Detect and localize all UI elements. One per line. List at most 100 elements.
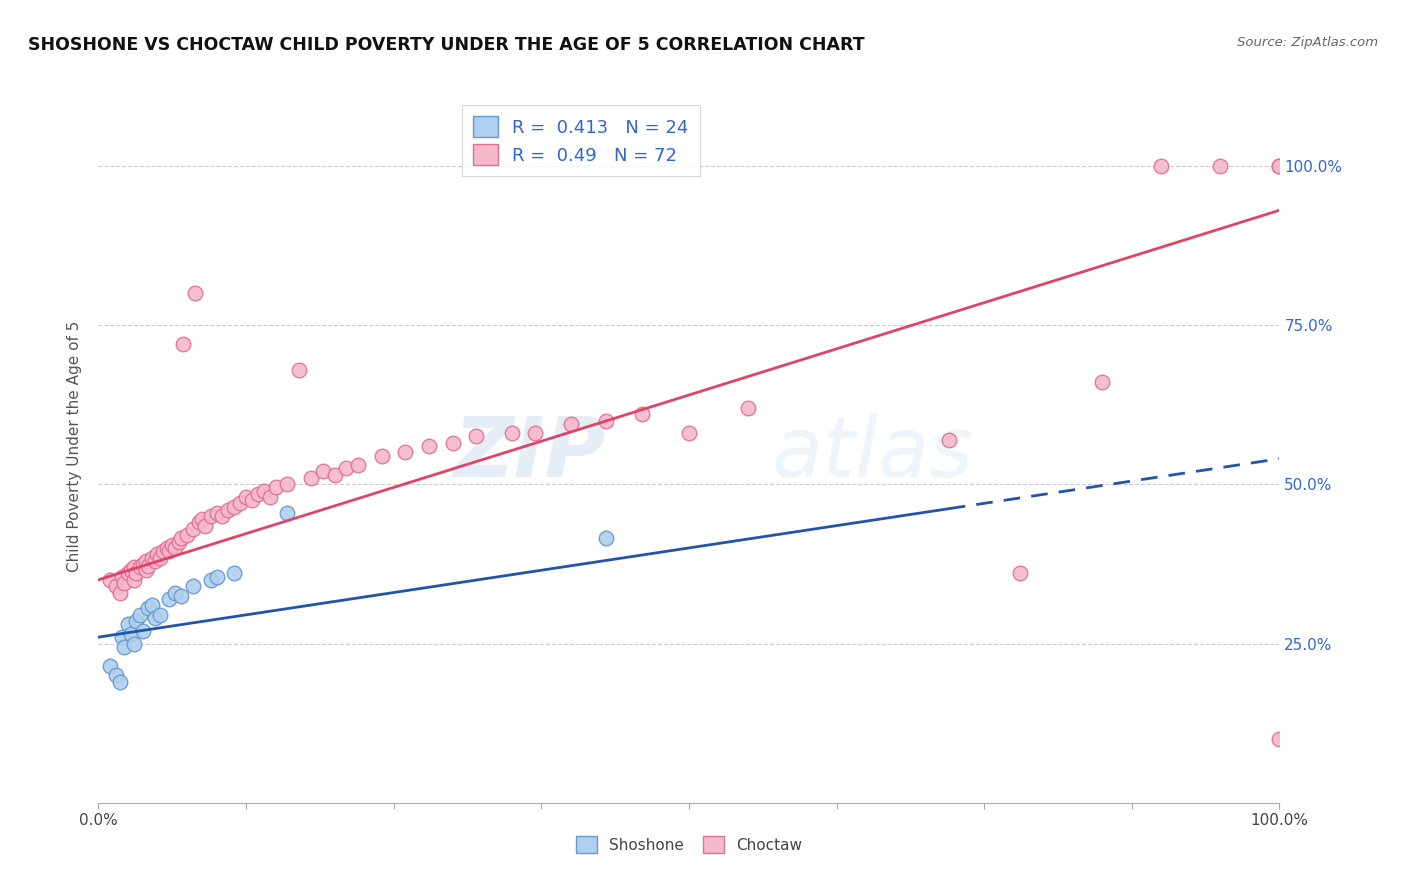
- Point: [394, 445, 416, 459]
- Text: atlas: atlas: [772, 413, 973, 493]
- Point: [146, 547, 169, 561]
- Point: [157, 591, 180, 606]
- Point: [141, 599, 163, 613]
- Point: [264, 480, 287, 494]
- Point: [224, 500, 246, 514]
- Point: [465, 429, 488, 443]
- Point: [152, 544, 174, 558]
- Point: [194, 518, 217, 533]
- Point: [347, 458, 370, 472]
- Point: [98, 573, 121, 587]
- Point: [335, 461, 357, 475]
- Point: [121, 627, 143, 641]
- Point: [111, 569, 134, 583]
- Point: [165, 585, 187, 599]
- Point: [121, 563, 143, 577]
- Point: [501, 426, 523, 441]
- Point: [125, 566, 148, 581]
- Point: [276, 477, 298, 491]
- Point: [149, 550, 172, 565]
- Point: [371, 449, 394, 463]
- Point: [187, 516, 209, 530]
- Point: [217, 502, 239, 516]
- Point: [122, 636, 145, 650]
- Point: [108, 585, 131, 599]
- Point: [136, 558, 159, 573]
- Point: [191, 512, 214, 526]
- Point: [560, 417, 582, 431]
- Point: [143, 611, 166, 625]
- Point: [1268, 732, 1291, 747]
- Point: [125, 614, 148, 628]
- Text: Source: ZipAtlas.com: Source: ZipAtlas.com: [1237, 36, 1378, 49]
- Point: [98, 658, 121, 673]
- Point: [246, 487, 269, 501]
- Point: [132, 624, 155, 638]
- Point: [224, 566, 246, 581]
- Legend: Shoshone, Choctaw: Shoshone, Choctaw: [569, 830, 808, 859]
- Point: [165, 541, 187, 555]
- Point: [128, 560, 150, 574]
- Point: [253, 483, 276, 498]
- Point: [229, 496, 252, 510]
- Point: [135, 563, 157, 577]
- Point: [1268, 159, 1291, 173]
- Point: [122, 573, 145, 587]
- Point: [323, 467, 346, 482]
- Point: [441, 435, 464, 450]
- Point: [122, 560, 145, 574]
- Point: [211, 509, 233, 524]
- Point: [176, 528, 198, 542]
- Point: [143, 554, 166, 568]
- Point: [938, 433, 960, 447]
- Point: [678, 426, 700, 441]
- Point: [737, 401, 759, 415]
- Point: [235, 490, 257, 504]
- Point: [259, 490, 281, 504]
- Text: ZIP: ZIP: [454, 413, 606, 493]
- Point: [149, 607, 172, 622]
- Point: [181, 579, 204, 593]
- Point: [112, 640, 135, 654]
- Point: [108, 674, 131, 689]
- Point: [135, 554, 157, 568]
- Point: [167, 534, 190, 549]
- Point: [156, 541, 179, 555]
- Point: [112, 576, 135, 591]
- Y-axis label: Child Poverty Under the Age of 5: Child Poverty Under the Age of 5: [67, 320, 83, 572]
- Point: [418, 439, 440, 453]
- Point: [105, 579, 128, 593]
- Point: [128, 607, 150, 622]
- Point: [288, 362, 311, 376]
- Point: [170, 532, 193, 546]
- Point: [276, 506, 298, 520]
- Point: [630, 407, 652, 421]
- Point: [1150, 159, 1173, 173]
- Point: [136, 601, 159, 615]
- Point: [595, 532, 617, 546]
- Point: [117, 617, 139, 632]
- Point: [595, 413, 617, 427]
- Text: SHOSHONE VS CHOCTAW CHILD POVERTY UNDER THE AGE OF 5 CORRELATION CHART: SHOSHONE VS CHOCTAW CHILD POVERTY UNDER …: [28, 36, 865, 54]
- Point: [157, 544, 180, 558]
- Point: [299, 471, 322, 485]
- Point: [141, 550, 163, 565]
- Point: [160, 538, 183, 552]
- Point: [1008, 566, 1031, 581]
- Point: [111, 630, 134, 644]
- Point: [170, 589, 193, 603]
- Point: [1268, 159, 1291, 173]
- Point: [1091, 376, 1114, 390]
- Point: [172, 337, 194, 351]
- Point: [105, 668, 128, 682]
- Point: [184, 286, 207, 301]
- Point: [205, 569, 228, 583]
- Point: [200, 509, 222, 524]
- Point: [524, 426, 547, 441]
- Point: [200, 573, 222, 587]
- Point: [1209, 159, 1232, 173]
- Point: [205, 506, 228, 520]
- Point: [117, 566, 139, 581]
- Point: [132, 557, 155, 571]
- Point: [240, 493, 263, 508]
